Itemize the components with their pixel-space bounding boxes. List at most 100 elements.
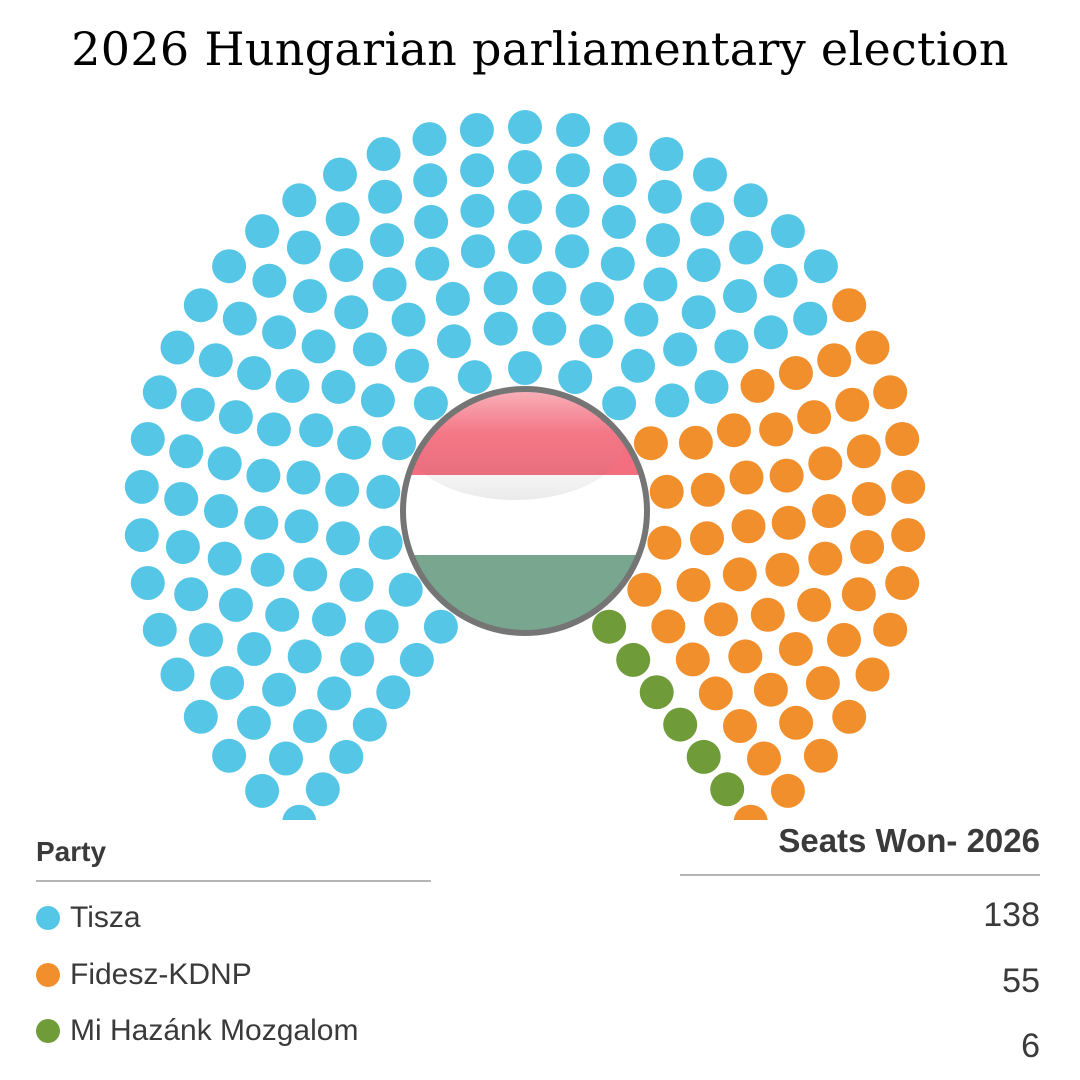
seat-dot-tisza [337, 425, 372, 460]
seat-dot-tisza [414, 204, 449, 239]
seat-dot-tisza [413, 386, 448, 421]
seat-dot-tisza [435, 281, 470, 316]
seat-dot-tisza [301, 329, 336, 364]
seat-dot-tisza [265, 597, 300, 632]
seat-dot-tisza [649, 137, 684, 171]
seat-dot-tisza [723, 279, 757, 313]
seat-dot-tisza [600, 246, 635, 281]
seat-dot-mi-haz-nk-mozgalom [663, 707, 698, 742]
seat-dot-tisza [183, 288, 218, 323]
seat-dot-fidesz-kdnp [765, 552, 800, 587]
seat-dot-tisza [366, 137, 401, 171]
seat-dot-tisza [770, 214, 805, 249]
seat-dot-tisza [483, 271, 518, 306]
seat-dot-fidesz-kdnp [633, 426, 668, 461]
flag-rim [400, 386, 650, 636]
seat-dot-tisza [284, 509, 319, 544]
seat-dot-tisza [686, 248, 721, 283]
seat-dot-tisza [246, 458, 281, 493]
seat-dot-tisza [621, 348, 655, 383]
seat-dot-fidesz-kdnp [891, 518, 926, 553]
seat-dot-fidesz-kdnp [827, 622, 861, 657]
seat-dot-tisza [124, 469, 159, 504]
seat-dot-fidesz-kdnp [747, 741, 781, 776]
seat-dot-tisza [460, 234, 495, 269]
seat-dot-tisza [252, 263, 287, 298]
seat-dot-tisza [312, 602, 346, 637]
seat-dot-tisza [646, 223, 680, 258]
seat-dot-tisza [601, 204, 636, 239]
seat-dot-tisza [286, 230, 321, 265]
seat-dot-tisza [681, 295, 716, 330]
seat-dot-tisza [293, 557, 328, 592]
seat-dot-tisza [624, 302, 659, 337]
chart-title: 2026 Hungarian parliamentary election [71, 22, 1009, 76]
parliament-hemicycle [124, 110, 926, 820]
seat-dot-tisza [763, 263, 798, 298]
seat-dot-tisza [299, 413, 334, 448]
seat-dot-tisza [160, 657, 195, 692]
seat-dot-tisza [360, 383, 395, 418]
tisza-color-dot [36, 906, 60, 930]
seat-dot-tisza [305, 772, 340, 807]
seat-dot-tisza [803, 249, 838, 284]
seat-dot-fidesz-kdnp [841, 577, 876, 612]
seat-dot-tisza [180, 387, 215, 422]
seat-dot-fidesz-kdnp [729, 460, 764, 495]
seat-dot-tisza [212, 249, 247, 284]
legend-item-tisza: Tisza [36, 898, 456, 938]
seat-dot-tisza [210, 666, 245, 700]
seat-dot-fidesz-kdnp [885, 566, 920, 600]
seat-dot-tisza [293, 709, 327, 743]
seat-dot-fidesz-kdnp [808, 541, 843, 576]
seat-dot-fidesz-kdnp [716, 413, 751, 448]
seat-dot-tisza [694, 369, 729, 404]
seat-dot-fidesz-kdnp [885, 422, 920, 456]
seat-dot-tisza [323, 157, 357, 192]
seat-dot-mi-haz-nk-mozgalom [686, 739, 721, 774]
seat-dot-tisza [663, 332, 698, 367]
seat-dot-tisza [160, 330, 195, 365]
seat-dot-tisza [207, 446, 242, 481]
seat-dot-tisza [282, 183, 317, 218]
seat-dot-tisza [142, 612, 177, 647]
seat-dot-fidesz-kdnp [851, 482, 886, 516]
seat-dot-tisza [508, 110, 542, 144]
seat-dot-tisza [352, 332, 387, 367]
seat-dot-fidesz-kdnp [651, 609, 686, 644]
seat-dot-tisza [326, 521, 360, 556]
seat-dot-fidesz-kdnp [704, 602, 738, 637]
legend-label: Tisza [70, 901, 141, 934]
seat-dot-tisza [382, 426, 417, 461]
seat-dot-tisza [423, 609, 458, 644]
seat-dot-tisza [325, 202, 360, 237]
seat-dot-tisza [286, 460, 321, 495]
seat-dot-tisza [256, 412, 291, 447]
seat-dot-fidesz-kdnp [678, 425, 713, 460]
seat-dot-tisza [262, 672, 297, 707]
seat-dot-tisza [655, 383, 690, 418]
seat-dot-tisza [556, 113, 591, 147]
seat-dot-fidesz-kdnp [832, 288, 867, 323]
seat-dot-tisza [602, 386, 637, 421]
seat-dot-tisza [368, 179, 403, 214]
seat-dot-fidesz-kdnp [676, 567, 711, 602]
seat-dot-tisza [459, 113, 494, 147]
seat-dot-tisza [237, 632, 272, 666]
seat-dot-tisza [508, 190, 542, 224]
seat-dot-tisza [130, 422, 165, 456]
seat-dot-tisza [317, 676, 352, 711]
seat-dot-tisza [483, 311, 518, 346]
seat-dot-tisza [325, 472, 360, 507]
seat-dot-tisza [391, 302, 426, 337]
seat-dot-tisza [334, 295, 369, 330]
seat-dot-tisza [329, 248, 364, 283]
seat-dot-tisza [366, 474, 401, 509]
seat-dot-fidesz-kdnp [832, 699, 867, 734]
seat-dot-fidesz-kdnp [846, 434, 881, 469]
seat-dot-fidesz-kdnp [803, 738, 838, 773]
seat-dot-tisza [245, 773, 280, 808]
seat-dot-fidesz-kdnp [753, 672, 788, 707]
seat-dot-tisza [580, 281, 615, 316]
seat-dot-tisza [532, 311, 567, 346]
